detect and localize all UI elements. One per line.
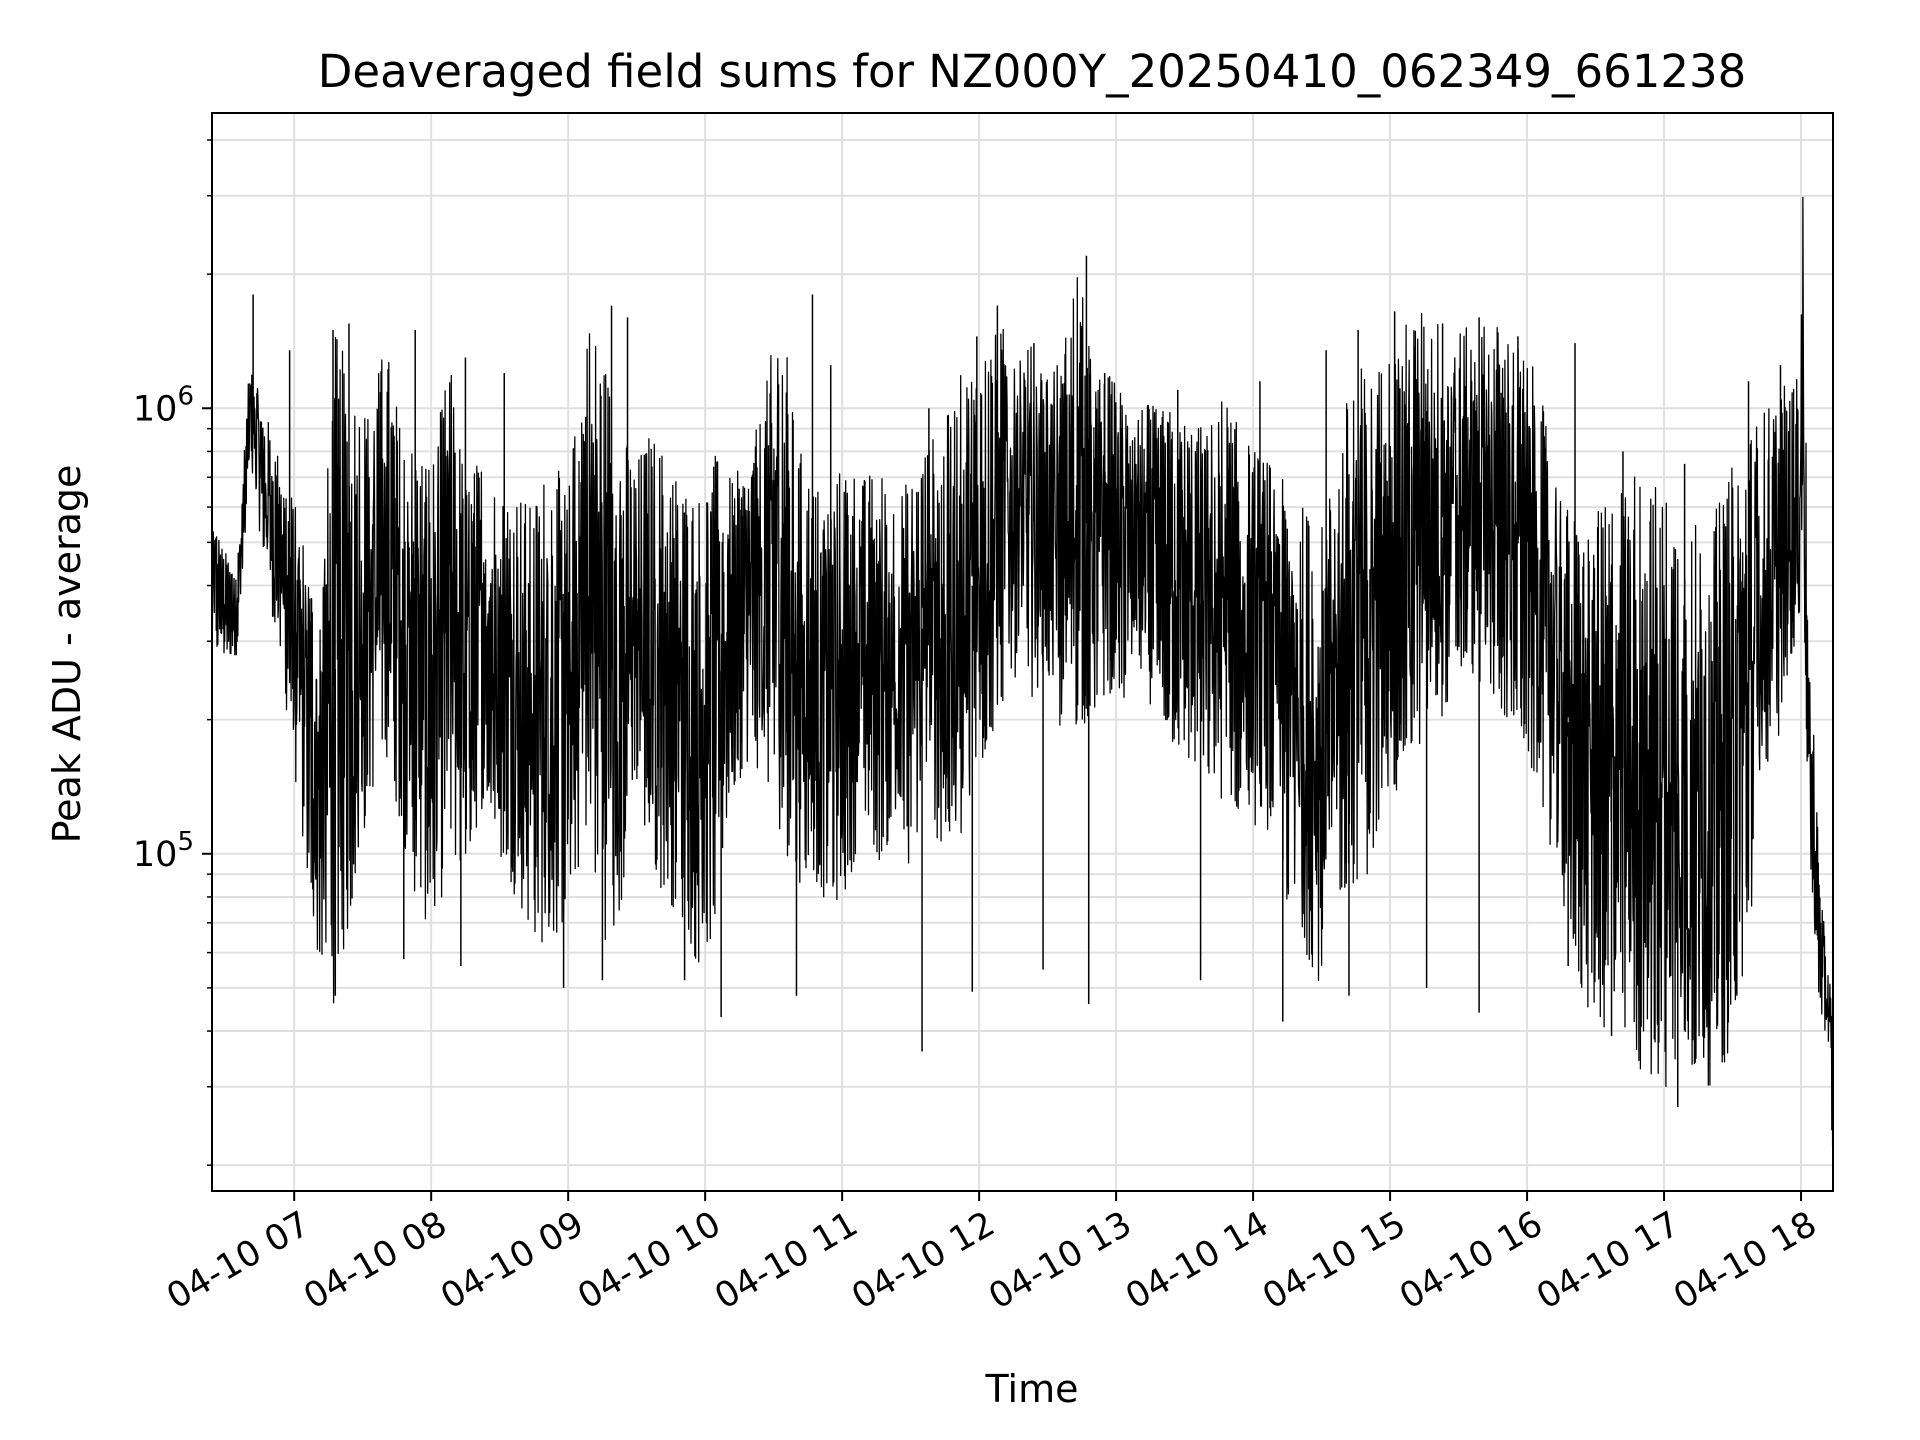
x-tick-label: 04-10 14 bbox=[1119, 1204, 1275, 1317]
chart-title: Deaveraged field sums for NZ000Y_2025041… bbox=[318, 45, 1747, 98]
x-tick-label: 04-10 07 bbox=[160, 1204, 316, 1317]
series-line bbox=[212, 196, 1833, 1147]
data-series bbox=[212, 196, 1833, 1147]
x-tick-label: 04-10 15 bbox=[1256, 1204, 1412, 1317]
x-tick-label: 04-10 08 bbox=[297, 1204, 453, 1317]
x-tick-label: 04-10 17 bbox=[1530, 1204, 1686, 1317]
x-tick-label: 04-10 13 bbox=[982, 1204, 1138, 1317]
x-tick-label: 04-10 16 bbox=[1393, 1204, 1549, 1317]
x-tick-label: 04-10 18 bbox=[1667, 1204, 1823, 1317]
plot-frame bbox=[211, 112, 1834, 1192]
y-axis: 105 106 bbox=[133, 139, 212, 1166]
x-tick-label: 04-10 12 bbox=[845, 1204, 1001, 1317]
x-tick-label: 04-10 11 bbox=[708, 1204, 864, 1317]
y-tick-label: 106 bbox=[133, 381, 194, 429]
y-axis-label: Peak ADU - average bbox=[45, 465, 89, 844]
x-tick-label: 04-10 09 bbox=[434, 1204, 590, 1317]
y-tick-label: 105 bbox=[133, 827, 194, 875]
x-axis-label: Time bbox=[985, 1367, 1079, 1411]
x-tick-label: 04-10 10 bbox=[571, 1204, 727, 1317]
